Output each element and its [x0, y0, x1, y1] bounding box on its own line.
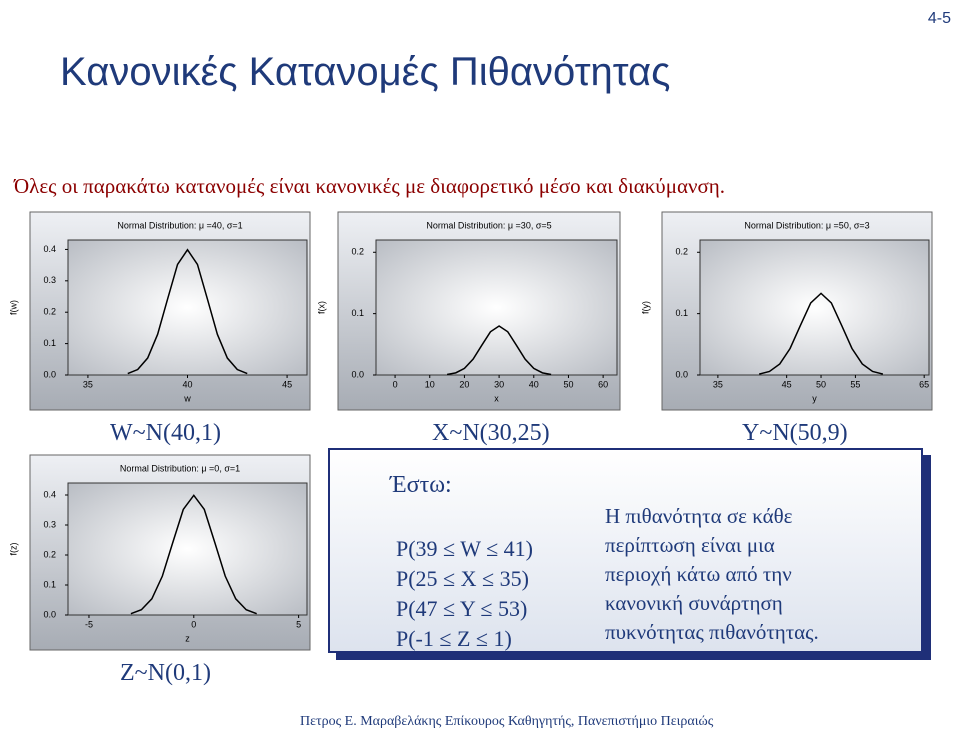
note-line: περιοχή κάτω από την	[605, 562, 792, 586]
chart-frame	[337, 211, 621, 411]
probability: P(-1 ≤ Z ≤ 1)	[396, 626, 512, 651]
x-tick-label: 35	[713, 379, 723, 389]
y-tick-label: 0.0	[675, 369, 688, 379]
x-tick-label: 65	[919, 379, 929, 389]
x-tick-label: 45	[282, 379, 292, 389]
chart-title: Normal Distribution: μ =40, σ=1	[117, 220, 242, 230]
y-tick-label: 0.2	[43, 307, 56, 317]
y-tick-label: 0.4	[43, 489, 56, 499]
dist-label: Y~N(50,9)	[742, 420, 848, 446]
y-axis-label: f(z)	[8, 543, 18, 556]
x-tick-label: 55	[850, 379, 860, 389]
chart-frame	[29, 211, 311, 411]
x-tick-label: 0	[393, 379, 398, 389]
plot-area	[67, 239, 308, 376]
y-tick-label: 0.0	[43, 609, 56, 619]
probability: P(47 ≤ Y ≤ 53)	[396, 596, 528, 621]
probability: P(39 ≤ W ≤ 41)	[396, 536, 534, 561]
x-tick-label: 35	[83, 379, 93, 389]
y-tick-label: 0.1	[43, 579, 56, 589]
note-line: Η πιθανότητα σε κάθε	[605, 504, 793, 528]
subtitle: Όλες οι παρακάτω κατανομές είναι κανονικ…	[14, 174, 726, 198]
note-line: περίπτωση είναι μια	[605, 533, 775, 557]
y-tick-label: 0.2	[351, 247, 364, 257]
note-line: κανονική συνάρτηση	[605, 591, 783, 615]
x-tick-label: 20	[459, 379, 469, 389]
x-axis-label: x	[494, 393, 499, 403]
box-heading: Έστω:	[390, 472, 452, 498]
note-line: πυκνότητας πιθανότητας.	[605, 620, 819, 644]
info-box: Έστω: P(39 ≤ W ≤ 41) P(25 ≤ X ≤ 35) P(47…	[328, 448, 923, 653]
y-tick-label: 0.4	[43, 244, 56, 254]
y-tick-label: 0.1	[675, 308, 688, 318]
x-axis-label: y	[812, 393, 817, 403]
y-tick-label: 0.3	[43, 519, 56, 529]
x-tick-label: 50	[816, 379, 826, 389]
page-number: 4-5	[927, 10, 951, 27]
chart-frame	[29, 454, 311, 651]
y-axis-label: f(x)	[316, 301, 326, 314]
chart-frame	[661, 211, 933, 411]
plot-area	[67, 482, 308, 616]
plot-area	[375, 239, 618, 376]
y-tick-label: 0.0	[351, 369, 364, 379]
y-axis-label: f(w)	[8, 300, 18, 315]
x-tick-label: 30	[494, 379, 504, 389]
x-tick-label: 0	[191, 619, 196, 629]
x-tick-label: 5	[296, 619, 301, 629]
density-curve	[758, 292, 884, 375]
chart-title: Normal Distribution: μ =0, σ=1	[120, 463, 240, 473]
y-axis-label: f(y)	[640, 301, 650, 314]
x-tick-label: 45	[782, 379, 792, 389]
dist-label: Z~N(0,1)	[120, 660, 211, 686]
x-tick-label: 60	[598, 379, 608, 389]
dist-label: X~N(30,25)	[432, 420, 550, 446]
dist-label: W~N(40,1)	[110, 420, 221, 446]
probability: P(25 ≤ X ≤ 35)	[396, 566, 529, 591]
x-tick-label: 10	[425, 379, 435, 389]
footer: Πετρος Ε. Μαραβελάκης Επίκουρος Καθηγητή…	[300, 714, 714, 729]
x-axis-label: z	[185, 633, 190, 643]
x-axis-label: w	[183, 393, 191, 403]
y-tick-label: 0.2	[675, 247, 688, 257]
y-tick-label: 0.3	[43, 275, 56, 285]
density-curve	[127, 248, 248, 375]
y-tick-label: 0.0	[43, 369, 56, 379]
note: Η πιθανότητα σε κάθε περίπτωση είναι μια…	[605, 502, 819, 647]
y-tick-label: 0.2	[43, 549, 56, 559]
chart-title: Normal Distribution: μ =50, σ=3	[744, 220, 869, 230]
probabilities: P(39 ≤ W ≤ 41) P(25 ≤ X ≤ 35) P(47 ≤ Y ≤…	[396, 534, 533, 654]
plot-area	[699, 239, 930, 376]
x-tick-label: 50	[563, 379, 573, 389]
x-tick-label: 40	[182, 379, 192, 389]
y-tick-label: 0.1	[43, 338, 56, 348]
y-tick-label: 0.1	[351, 308, 364, 318]
density-curve	[446, 325, 552, 376]
chart-title: Normal Distribution: μ =30, σ=5	[426, 220, 551, 230]
x-tick-label: -5	[85, 619, 93, 629]
slide-title: Κανονικές Κατανομές Πιθανότητας	[60, 50, 671, 94]
x-tick-label: 40	[529, 379, 539, 389]
density-curve	[130, 494, 257, 615]
